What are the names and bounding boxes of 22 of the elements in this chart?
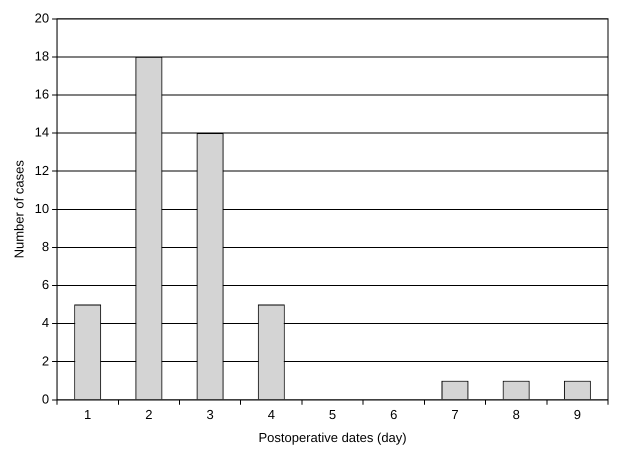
x-tick-label: 9: [574, 407, 582, 422]
x-tick-label: 2: [145, 407, 152, 422]
y-tick-label: 20: [34, 10, 50, 26]
x-tick-label: 7: [451, 407, 459, 422]
y-tick-label: 4: [42, 315, 50, 330]
y-tick-label: 2: [42, 353, 50, 368]
x-tick-label: 8: [512, 407, 520, 422]
x-tick-label: 6: [390, 407, 398, 422]
y-tick-label: 0: [42, 391, 50, 406]
x-axis-title: Postoperative dates (day): [258, 430, 407, 445]
y-tick-label: 10: [34, 200, 50, 216]
y-tick-label: 8: [42, 238, 50, 254]
y-axis-title: Number of cases: [11, 160, 26, 258]
x-tick-label: 4: [268, 407, 275, 422]
y-tick-label: 12: [34, 162, 50, 178]
x-tick-label: 1: [84, 407, 92, 422]
x-tick-label: 3: [206, 407, 214, 422]
y-tick-label: 16: [34, 86, 50, 102]
y-tick-label: 18: [34, 48, 50, 64]
y-tick-label: 6: [42, 277, 50, 292]
y-tick-label: 14: [34, 124, 50, 140]
x-tick-label: 5: [328, 407, 336, 422]
